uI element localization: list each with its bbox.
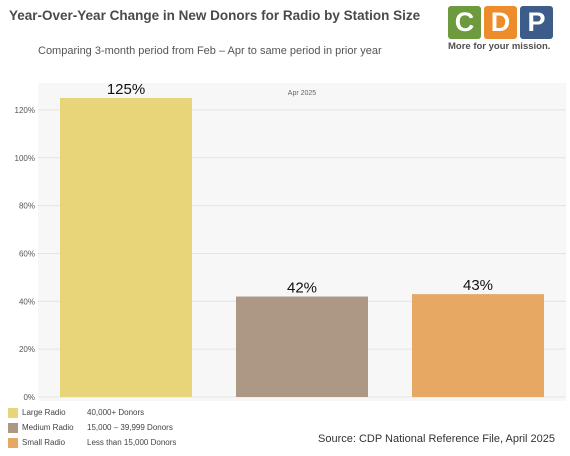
- legend: Large Radio 40,000+ Donors Medium Radio …: [8, 405, 176, 450]
- y-tick-label: 120%: [15, 106, 35, 115]
- legend-desc-small: Less than 15,000 Donors: [87, 438, 177, 447]
- y-tick-label: 20%: [19, 345, 35, 354]
- y-tick-label: 100%: [15, 154, 35, 163]
- legend-swatch-large: [8, 407, 18, 418]
- y-tick-label: 60%: [19, 249, 35, 258]
- plot-area: 0% 20% 40% 60% 80% 100% 120% Apr 2025 125% 42% 43%: [15, 81, 566, 402]
- data-label: 42%: [287, 280, 317, 297]
- cdp-logo: C D P More for your mission.: [448, 6, 560, 52]
- bar-chart: 0% 20% 40% 60% 80% 100% 120% Apr 2025 125% 42% 43%: [15, 81, 566, 402]
- legend-item-medium: Medium Radio 15,000 – 39,999 Donors: [8, 420, 176, 435]
- source-note: Source: CDP National Reference File, Apr…: [318, 433, 556, 445]
- y-tick-label: 40%: [19, 297, 35, 306]
- data-label: 125%: [107, 81, 145, 98]
- legend-label-small: Small Radio: [22, 438, 66, 447]
- x-axis-label: Apr 2025: [288, 90, 317, 97]
- bar-small-radio: [412, 294, 544, 397]
- logo-letter-d: D: [484, 6, 517, 39]
- chart-title: Year-Over-Year Change in New Donors for …: [9, 8, 421, 23]
- logo-tiles: C D P: [448, 6, 560, 39]
- legend-label-medium: Medium Radio: [22, 423, 74, 432]
- legend-swatch-medium: [8, 422, 18, 433]
- bar-medium-radio: [236, 296, 368, 397]
- legend-item-small: Small Radio Less than 15,000 Donors: [8, 435, 176, 450]
- legend-desc-medium: 15,000 – 39,999 Donors: [87, 423, 173, 432]
- y-tick-label: 0%: [23, 393, 35, 402]
- data-label: 43%: [463, 277, 493, 294]
- bar-large-radio: [60, 97, 192, 397]
- legend-desc-large: 40,000+ Donors: [87, 408, 145, 417]
- legend-item-large: Large Radio 40,000+ Donors: [8, 405, 176, 420]
- logo-tagline: More for your mission.: [448, 41, 551, 52]
- legend-swatch-small: [8, 437, 18, 448]
- logo-letter-c: C: [448, 6, 481, 39]
- y-tick-label: 80%: [19, 202, 35, 211]
- logo-letter-p: P: [520, 6, 553, 39]
- legend-label-large: Large Radio: [22, 408, 66, 417]
- chart-subtitle: Comparing 3-month period from Feb – Apr …: [38, 45, 382, 57]
